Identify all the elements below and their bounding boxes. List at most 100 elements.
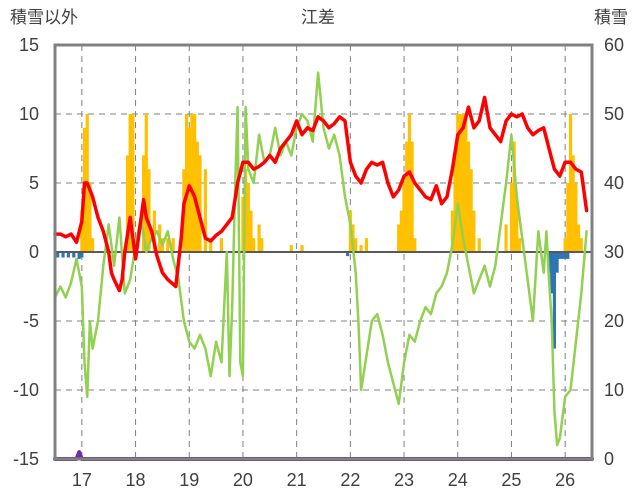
orange-bar	[472, 210, 476, 252]
orange-bar	[171, 238, 175, 252]
orange-bar	[453, 155, 457, 252]
blue-bar	[566, 252, 570, 259]
blue-bar	[563, 252, 567, 259]
orange-bar	[147, 169, 151, 252]
x-tick-label: 23	[394, 470, 414, 490]
blue-bar	[72, 252, 76, 258]
left-tick-label: -10	[13, 380, 39, 400]
blue-bar	[346, 252, 350, 257]
orange-bar	[571, 155, 575, 252]
right-axis-ticks: 60 50 40 30 20 10 0	[604, 35, 624, 469]
orange-bar	[517, 238, 522, 252]
orange-bar	[450, 210, 454, 252]
left-axis-ticks: 15 10 5 0 -5 -10 -15	[13, 35, 39, 469]
orange-bar	[289, 245, 293, 252]
orange-bar	[198, 155, 202, 252]
orange-bar	[456, 114, 460, 252]
orange-bar	[461, 114, 465, 252]
orange-bar	[184, 114, 189, 252]
orange-bar	[252, 238, 256, 252]
orange-bar	[413, 238, 417, 252]
right-axis-label: 積雪	[594, 8, 628, 28]
orange-bar	[574, 183, 578, 252]
left-tick-label: -15	[13, 449, 39, 469]
x-axis-ticks: 17 18 19 20 21 22 23 24 25 26	[72, 470, 575, 490]
orange-bar	[364, 238, 369, 252]
left-tick-label: 15	[19, 35, 39, 55]
orange-bar	[399, 210, 403, 252]
blue-bar	[61, 252, 65, 258]
orange-bar	[80, 210, 84, 252]
orange-bar	[260, 238, 264, 252]
plot-frame	[53, 43, 594, 461]
orange-bar	[458, 114, 463, 252]
right-tick-label: 60	[604, 35, 624, 55]
right-tick-label: 40	[604, 173, 624, 193]
orange-bar	[504, 224, 508, 252]
orange-bar	[402, 183, 406, 252]
orange-bar	[219, 238, 224, 252]
left-tick-label: -5	[23, 311, 39, 331]
blue-bar	[555, 252, 559, 273]
right-tick-label: 0	[604, 449, 614, 469]
x-tick-label: 25	[501, 470, 521, 490]
left-tick-label: 10	[19, 104, 39, 124]
orange-bar	[195, 141, 199, 252]
blue-bar	[66, 252, 71, 258]
orange-bar	[354, 238, 358, 252]
orange-bar	[568, 114, 573, 252]
right-tick-label: 20	[604, 311, 624, 331]
blue-bar	[552, 252, 557, 349]
chart-title: 江差	[301, 8, 335, 28]
right-tick-label: 30	[604, 242, 624, 262]
x-tick-label: 17	[72, 470, 92, 490]
orange-bar	[88, 183, 92, 252]
blue-bar-series	[56, 252, 570, 349]
orange-bar	[241, 196, 245, 252]
orange-bar	[405, 141, 409, 252]
orange-bar	[566, 183, 570, 252]
orange-bar	[257, 224, 261, 252]
x-tick-label: 26	[555, 470, 575, 490]
x-tick-label: 18	[126, 470, 146, 490]
orange-bar	[125, 155, 130, 252]
orange-bar	[144, 114, 148, 252]
orange-bar	[477, 238, 481, 252]
orange-bar	[464, 114, 468, 252]
left-tick-label: 0	[29, 242, 39, 262]
left-axis-label: 積雪以外	[10, 8, 78, 28]
orange-bar	[203, 169, 207, 252]
orange-bar	[579, 238, 583, 252]
x-tick-label: 20	[233, 470, 253, 490]
orange-bar	[410, 141, 414, 252]
blue-bar	[560, 252, 565, 259]
blue-bar	[77, 252, 81, 259]
orange-bar	[563, 238, 567, 252]
orange-bar	[469, 169, 473, 252]
orange-bar	[509, 183, 514, 252]
x-tick-label: 21	[287, 470, 307, 490]
orange-bar	[512, 141, 516, 252]
blue-bar	[56, 252, 60, 258]
orange-bar	[397, 224, 401, 252]
orange-bar	[576, 224, 581, 252]
orange-bar	[209, 238, 213, 252]
orange-bar	[166, 238, 170, 252]
orange-bar	[131, 114, 135, 252]
x-tick-label: 19	[179, 470, 199, 490]
blue-bar	[558, 252, 562, 259]
orange-bar	[359, 245, 363, 252]
orange-bar	[466, 141, 471, 252]
orange-bar	[249, 210, 253, 252]
gridlines	[55, 45, 592, 459]
orange-bar	[190, 114, 194, 252]
orange-bar	[152, 210, 156, 252]
orange-bar	[128, 114, 132, 252]
orange-bar	[90, 238, 95, 252]
orange-bar	[246, 183, 250, 252]
x-tick-label: 24	[448, 470, 468, 490]
blue-bar	[80, 252, 84, 258]
orange-bar	[515, 196, 519, 252]
x-tick-label: 22	[340, 470, 360, 490]
